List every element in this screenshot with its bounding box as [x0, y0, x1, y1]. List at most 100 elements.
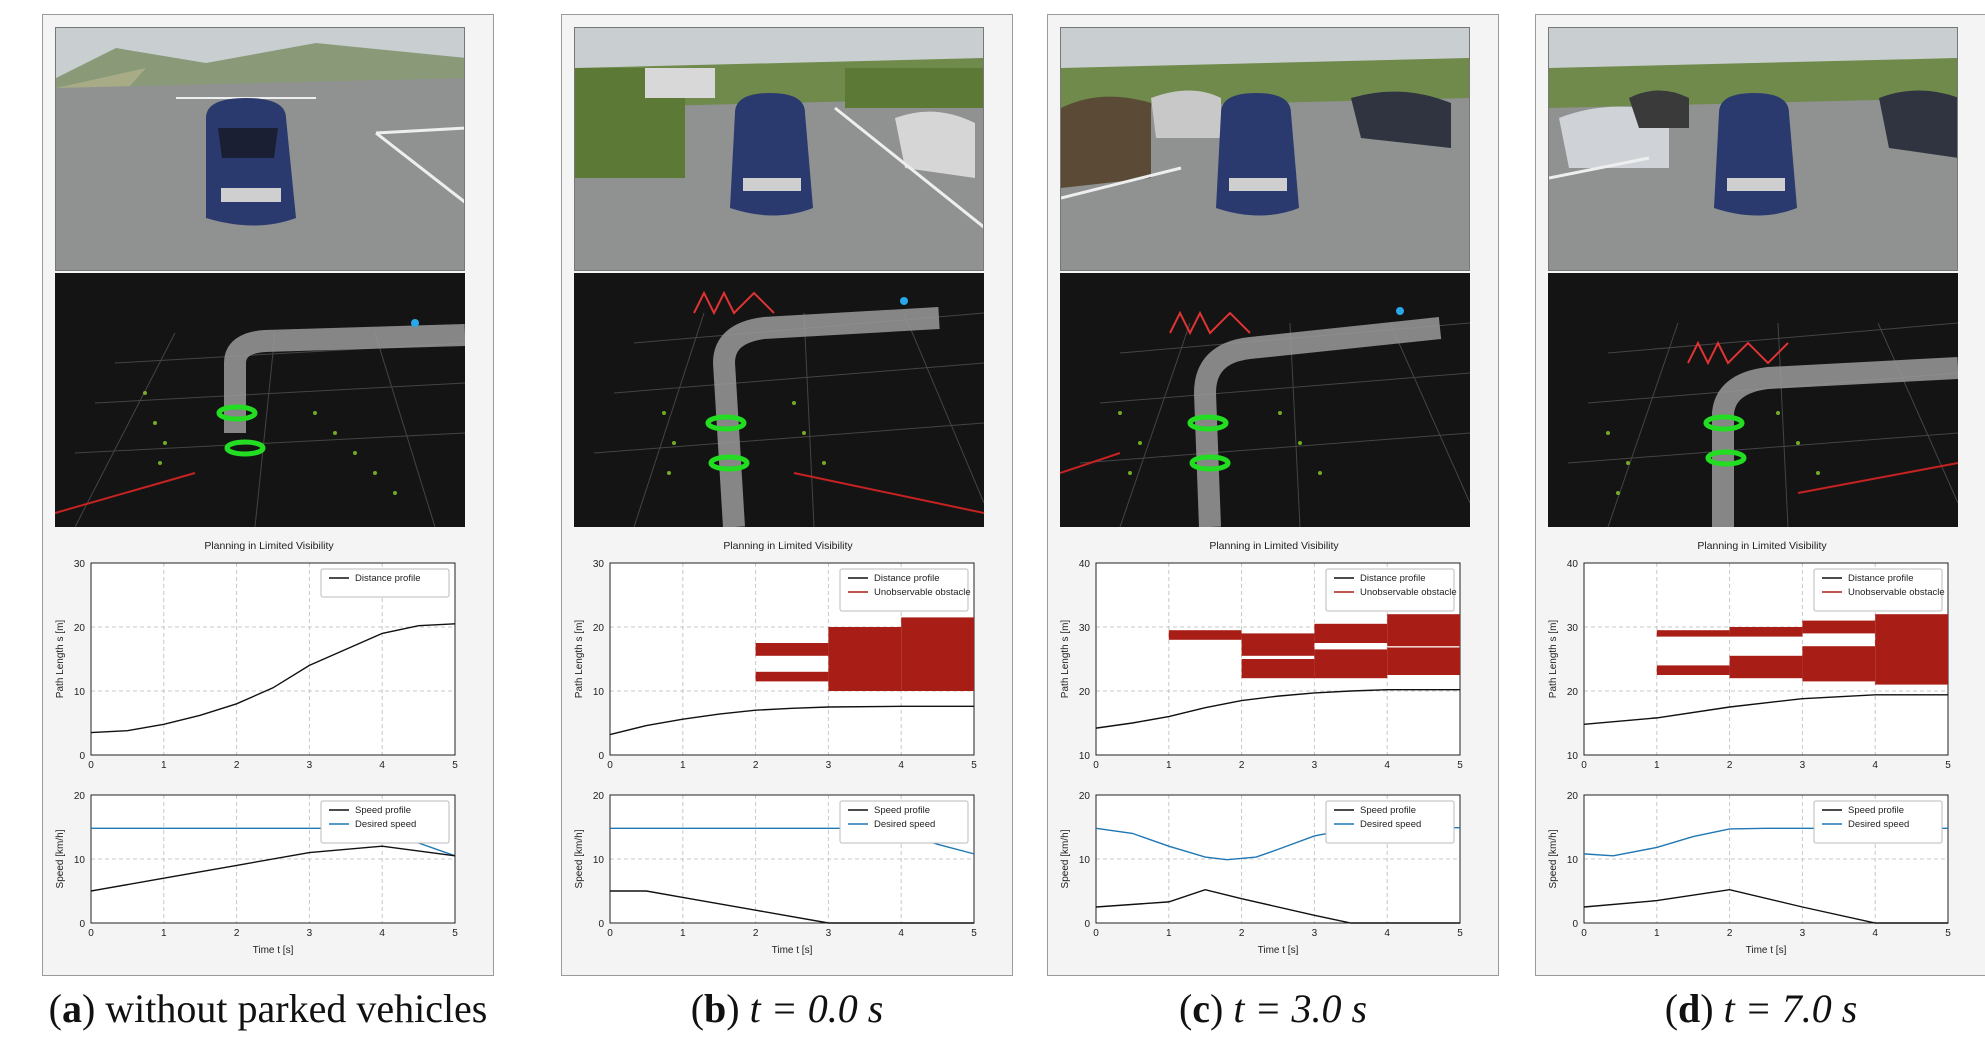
obstacle-block — [1875, 639, 1948, 685]
y-tick-label: 40 — [1567, 559, 1579, 570]
y-tick-label: 30 — [1567, 623, 1579, 634]
x-tick-label: 4 — [1384, 928, 1390, 939]
distance-profile-line — [1095, 689, 1460, 729]
y-tick-label: 0 — [1572, 919, 1578, 930]
x-tick-label: 2 — [1239, 928, 1245, 939]
obstacle-block — [1802, 620, 1876, 634]
x-tick-label: 4 — [379, 760, 385, 771]
x-tick-label: 3 — [307, 760, 313, 771]
x-tick-label: 1 — [161, 928, 167, 939]
x-tick-label: 2 — [753, 760, 759, 771]
x-tick-label: 4 — [1872, 760, 1878, 771]
caption-b: (b) t = 0.0 s — [690, 986, 884, 1031]
legend-box — [1325, 568, 1455, 612]
x-tick-label: 5 — [1457, 760, 1463, 771]
x-tick-label: 0 — [607, 928, 613, 939]
plot-frame — [90, 562, 456, 756]
x-tick-label: 0 — [1581, 928, 1587, 939]
legend-entry: Distance profile — [1360, 573, 1425, 584]
distance-profile-line — [90, 623, 456, 734]
x-tick-label: 2 — [1239, 760, 1245, 771]
x-tick-label: 1 — [1654, 928, 1660, 939]
legend-entry: Distance profile — [355, 573, 420, 584]
legend-entry: Desired speed — [1848, 819, 1909, 830]
x-tick-label: 4 — [898, 760, 904, 771]
legend-entry: Speed profile — [355, 805, 411, 816]
y-tick-label: 10 — [1567, 751, 1579, 762]
x-tick-label: 4 — [898, 928, 904, 939]
x-axis-label: Time t [s] — [253, 945, 294, 956]
x-tick-label: 1 — [161, 760, 167, 771]
parking-lot-photo — [55, 27, 465, 271]
x-tick-label: 4 — [1384, 760, 1390, 771]
legend-box — [839, 800, 969, 844]
legend-box — [1325, 800, 1455, 844]
x-tick-label: 4 — [379, 928, 385, 939]
legend-box — [320, 568, 450, 598]
y-tick-label: 10 — [593, 855, 605, 866]
parking-lot-photo — [1548, 27, 1958, 271]
chart-title: Planning in Limited Visibility — [1697, 540, 1827, 552]
x-tick-label: 3 — [1800, 928, 1806, 939]
x-tick-label: 2 — [1727, 760, 1733, 771]
x-tick-label: 0 — [1581, 760, 1587, 771]
legend-box — [1813, 800, 1943, 844]
obstacle-block — [1656, 630, 1730, 637]
legend-box — [839, 568, 969, 612]
y-axis-label: Speed [km/h] — [574, 829, 585, 888]
obstacle-block — [1802, 646, 1876, 682]
chart-title: Planning in Limited Visibility — [1209, 540, 1339, 552]
legend-entry: Unobservable obstacle — [1848, 587, 1945, 598]
y-tick-label: 40 — [1079, 559, 1091, 570]
obstacle-block — [1168, 630, 1242, 640]
x-tick-label: 5 — [1945, 760, 1951, 771]
y-tick-label: 10 — [74, 855, 86, 866]
speed-profile-line — [610, 890, 974, 924]
x-tick-label: 2 — [234, 928, 240, 939]
plot-frame — [90, 794, 456, 924]
simulation-view — [55, 273, 465, 527]
obstacle-block — [901, 617, 974, 691]
x-tick-label: 1 — [1654, 760, 1660, 771]
y-axis-label: Speed [km/h] — [1548, 829, 1559, 888]
obstacle-block — [1729, 655, 1803, 679]
x-tick-label: 3 — [307, 928, 313, 939]
x-tick-label: 1 — [680, 760, 686, 771]
x-tick-label: 0 — [88, 760, 94, 771]
y-tick-label: 30 — [74, 559, 86, 570]
y-tick-label: 0 — [598, 919, 604, 930]
caption-a: (a) without parked vehicles — [48, 986, 488, 1031]
desired-speed-line — [1583, 827, 1948, 857]
y-tick-label: 0 — [79, 919, 85, 930]
x-tick-label: 0 — [88, 928, 94, 939]
y-tick-label: 10 — [593, 687, 605, 698]
y-tick-label: 20 — [1079, 687, 1091, 698]
figure-panel-c: Planning in Limited Visibility 0 1 2 3 4 5 10 20… — [1047, 14, 1499, 976]
x-tick-label: 2 — [234, 760, 240, 771]
y-tick-label: 20 — [74, 623, 86, 634]
y-tick-label: 20 — [593, 791, 605, 802]
legend-entry: Speed profile — [1848, 805, 1904, 816]
x-tick-label: 5 — [452, 760, 458, 771]
speed-profile-line — [1095, 888, 1460, 924]
y-tick-label: 10 — [1567, 855, 1579, 866]
y-tick-label: 20 — [74, 791, 86, 802]
caption-c: (c) t = 3.0 s — [1178, 986, 1368, 1031]
distance-profile-line — [609, 705, 974, 736]
legend-entry: Distance profile — [1848, 573, 1913, 584]
x-tick-label: 4 — [1872, 928, 1878, 939]
x-tick-label: 5 — [1457, 928, 1463, 939]
x-axis-label: Time t [s] — [772, 945, 813, 956]
figure-panel-d: Planning in Limited Visibility 0 1 2 3 4 5 10 20… — [1535, 14, 1985, 976]
x-tick-label: 2 — [1727, 928, 1733, 939]
y-tick-label: 10 — [1079, 751, 1091, 762]
y-axis-label: Path Length s [m] — [1548, 620, 1559, 699]
y-axis-label: Path Length s [m] — [1060, 620, 1071, 699]
legend-box — [320, 800, 450, 844]
parking-lot-photo — [1060, 27, 1470, 271]
caption-d: (d) t = 7.0 s — [1664, 986, 1858, 1031]
y-tick-label: 20 — [1567, 687, 1579, 698]
x-tick-label: 0 — [607, 760, 613, 771]
x-tick-label: 0 — [1093, 760, 1099, 771]
y-tick-label: 10 — [74, 687, 86, 698]
